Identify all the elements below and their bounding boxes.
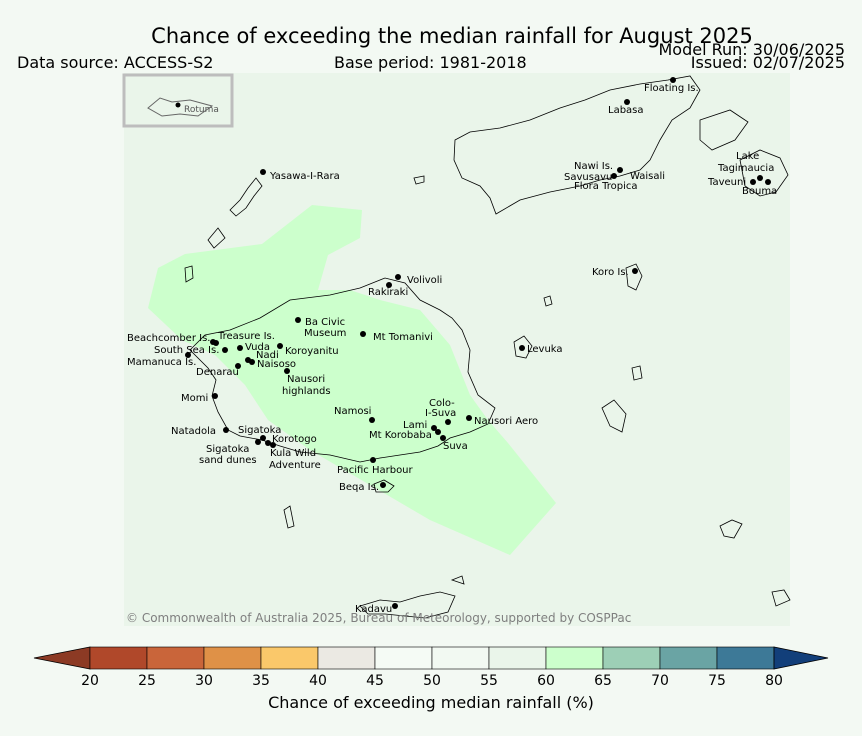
copyright-notice: © Commonwealth of Australia 2025, Bureau… bbox=[126, 611, 632, 625]
colorbar-tick-label: 45 bbox=[366, 673, 384, 689]
colorbar-label: Chance of exceeding median rainfall (%) bbox=[268, 693, 594, 712]
label-bouma: Bouma bbox=[742, 186, 777, 197]
inset-label: Rotuma bbox=[184, 105, 219, 115]
rotuma-island bbox=[147, 97, 214, 117]
label-beachcomber: Beachcomber Is. bbox=[127, 333, 210, 344]
colorbar-segment bbox=[146, 646, 205, 670]
label-kula-wild: Kula Wild bbox=[270, 448, 316, 459]
label-koro: Koro Is. bbox=[592, 267, 629, 278]
label-taveuni: Taveuni bbox=[707, 177, 746, 188]
label-nausori: Nausori bbox=[287, 374, 325, 385]
colorbar-tick-label: 20 bbox=[81, 673, 99, 689]
label-waisali: Waisali bbox=[630, 171, 665, 182]
label-kadavu: Kadavu bbox=[355, 604, 392, 615]
label-treasure: Treasure Is. bbox=[217, 331, 275, 342]
colorbar-tick-label: 65 bbox=[594, 673, 612, 689]
label-colo: Colo- bbox=[429, 398, 455, 409]
label-levuka: Levuka bbox=[527, 344, 563, 355]
issue-date: Issued: 02/07/2025 bbox=[690, 53, 845, 72]
colorbar-tick-label: 70 bbox=[651, 673, 669, 689]
label-sigatoka: Sigatoka bbox=[238, 425, 281, 436]
colorbar-tick-label: 40 bbox=[309, 673, 327, 689]
label-vuda: Vuda bbox=[245, 342, 270, 353]
colorbar-tick-label: 35 bbox=[252, 673, 270, 689]
colorbar-segment bbox=[602, 646, 661, 670]
label-denarau: Denarau bbox=[196, 367, 239, 378]
label-pacific-harbour: Pacific Harbour bbox=[337, 465, 414, 476]
label-highlands: highlands bbox=[282, 386, 331, 397]
colorbar-tick-label: 75 bbox=[708, 673, 726, 689]
colorbar-tick-label: 55 bbox=[480, 673, 498, 689]
probability-region-60-65 bbox=[148, 205, 556, 555]
colorbar-segment bbox=[488, 646, 547, 670]
label-momi: Momi bbox=[181, 393, 208, 404]
label-ba-civic: Ba Civic bbox=[305, 317, 345, 328]
colorbar-segment bbox=[317, 646, 376, 670]
model-run: Model Run: 30/06/2025 bbox=[658, 40, 846, 59]
data-source: Data source: ACCESS-S2 bbox=[17, 53, 214, 72]
colorbar-segment bbox=[260, 646, 319, 670]
label-i-suva: I-Suva bbox=[425, 408, 456, 419]
label-south-sea: South Sea Is. bbox=[154, 345, 219, 356]
colorbar-over-arrow bbox=[773, 646, 829, 670]
label-volivoli: Volivoli bbox=[407, 275, 442, 286]
colorbar-segment bbox=[89, 646, 148, 670]
colorbar-tick-label: 25 bbox=[138, 673, 156, 689]
colorbar-tick-label: 50 bbox=[423, 673, 441, 689]
label-mt-tomanivi: Mt Tomanivi bbox=[373, 332, 433, 343]
colorbar-tick-label: 30 bbox=[195, 673, 213, 689]
label-lake: Lake bbox=[736, 151, 759, 162]
label-sand-dunes: sand dunes bbox=[199, 455, 257, 466]
label-nadi: Nadi bbox=[256, 350, 279, 361]
place-markers bbox=[185, 77, 771, 609]
colorbar-segment bbox=[203, 646, 262, 670]
label-tagimaucia: Tagimaucia bbox=[717, 163, 774, 174]
label-nausori-aero: Nausori Aero bbox=[474, 416, 538, 427]
label-rakiraki: Rakiraki bbox=[368, 287, 408, 298]
label-yasawa: Yasawa-I-Rara bbox=[269, 171, 340, 182]
inset-box bbox=[122, 73, 234, 128]
colorbar: 20 25 30 35 40 45 50 55 60 65 70 75 80 bbox=[33, 646, 829, 689]
label-adventure: Adventure bbox=[269, 460, 321, 471]
label-labasa: Labasa bbox=[608, 105, 644, 116]
label-natadola: Natadola bbox=[171, 426, 216, 437]
label-museum: Museum bbox=[304, 328, 346, 339]
label-nawi: Nawi Is. bbox=[574, 161, 613, 172]
label-floating-is: Floating Is. bbox=[644, 83, 699, 94]
label-mamanuca: Mamanuca Is. bbox=[127, 357, 196, 368]
colorbar-segment bbox=[659, 646, 718, 670]
colorbar-segment bbox=[545, 646, 604, 670]
map-title: Chance of exceeding the median rainfall … bbox=[151, 24, 753, 48]
label-koroyanitu: Koroyanitu bbox=[285, 346, 339, 357]
label-korotogo: Korotogo bbox=[272, 434, 317, 445]
colorbar-segment bbox=[716, 646, 775, 670]
label-naisoso: Naisoso bbox=[257, 359, 296, 370]
colorbar-under-arrow bbox=[33, 646, 91, 670]
label-sigatoka-sd: Sigatoka bbox=[206, 444, 249, 455]
label-flora-tropica: Flora Tropica bbox=[574, 181, 637, 192]
label-mt-korobaba: Mt Korobaba bbox=[369, 430, 432, 441]
label-namosi: Namosi bbox=[334, 406, 371, 417]
colorbar-segment bbox=[431, 646, 490, 670]
coastlines bbox=[184, 75, 791, 619]
base-period: Base period: 1981-2018 bbox=[334, 53, 527, 72]
label-savusavu: Savusavu bbox=[564, 172, 612, 183]
label-lami: Lami bbox=[403, 420, 427, 431]
label-suva: Suva bbox=[443, 441, 468, 452]
colorbar-tick-label: 80 bbox=[765, 673, 783, 689]
colorbar-segment bbox=[374, 646, 433, 670]
place-labels: Floating Is. Labasa Yasawa-I-Rara Nawi I… bbox=[127, 83, 777, 615]
colorbar-tick-label: 60 bbox=[537, 673, 555, 689]
label-beqa: Beqa Is. bbox=[339, 482, 379, 493]
